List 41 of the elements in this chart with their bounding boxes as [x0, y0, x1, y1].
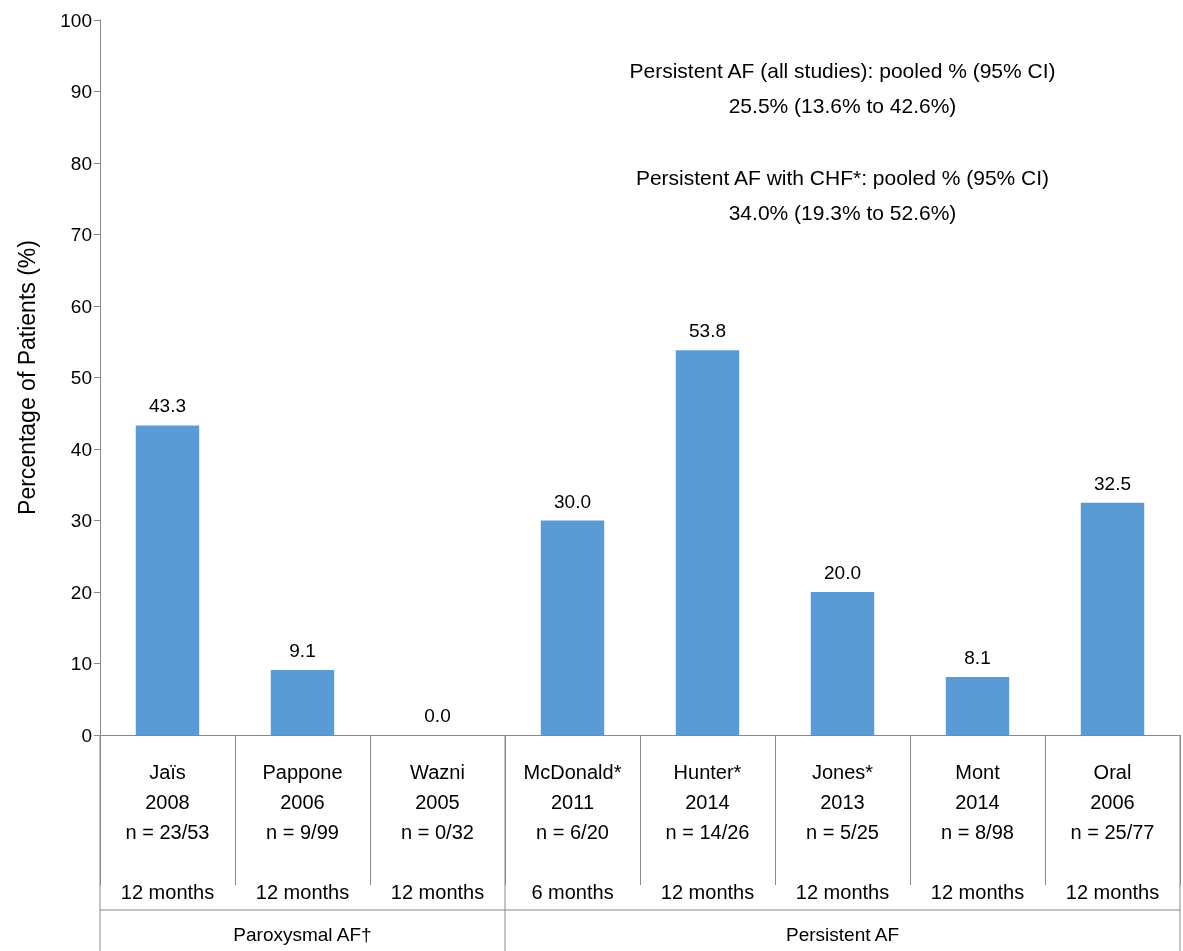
- annotation: Persistent AF with CHF*: pooled % (95% CI): [635, 166, 1050, 189]
- annotation: 25.5% (13.6% to 42.6%): [728, 94, 957, 117]
- annotation: Persistent AF (all studies): pooled % (95% CI): [629, 59, 1056, 82]
- y-tick-label: 90: [70, 81, 92, 102]
- y-tick-label: 20: [70, 581, 92, 603]
- y-tick-label: 50: [70, 367, 92, 388]
- y-tick-label: 30: [70, 510, 92, 531]
- text: Paroxysmal AF†: [233, 924, 372, 945]
- y-axis-title: Percentage of Patients (%): [13, 240, 40, 515]
- bar: [270, 669, 335, 735]
- category-label: Jaïs 2008 n = 23/53 12 months: [120, 761, 215, 903]
- data-label: 30.0: [554, 490, 591, 512]
- y-tick-label: 80: [70, 152, 92, 174]
- text: Persistent AF: [786, 924, 899, 945]
- category-label: Oral 2006 n = 25/77 12 months: [1065, 761, 1160, 903]
- y-tick-label: 0: [81, 724, 92, 746]
- y-tick-label: 70: [70, 224, 92, 245]
- data-label: 53.8: [689, 320, 726, 342]
- data-label: 9.1: [289, 639, 316, 661]
- y-tick-label: 40: [70, 438, 92, 460]
- data-label: 8.1: [964, 647, 991, 669]
- category-label: Jones* 2013 n = 5/25 12 months: [795, 761, 890, 903]
- category-label: Wazni 2005 n = 0/32 12 months: [390, 761, 485, 903]
- data-label: 32.5: [1094, 472, 1131, 494]
- bar: [675, 350, 740, 735]
- annotation: 34.0% (19.3% to 52.6%): [728, 201, 957, 224]
- bar: [1080, 502, 1145, 735]
- data-label: 20.0: [824, 562, 861, 583]
- bar: [540, 520, 605, 735]
- category-label: Mont 2014 n = 8/98 12 months: [930, 761, 1025, 903]
- category-label: McDonald* 2011 n = 6/20 6 months: [523, 761, 622, 903]
- y-tick-label: 10: [70, 653, 92, 674]
- category-label: Pappone 2006 n = 9/99 12 months: [255, 761, 350, 903]
- bar: [945, 677, 1010, 735]
- bar: [135, 425, 200, 735]
- data-label: 0.0: [424, 705, 451, 726]
- data-label: 43.3: [149, 395, 186, 417]
- y-tick-label: 100: [60, 9, 92, 31]
- y-tick-label: 60: [70, 295, 92, 317]
- category-label: Hunter* 2014 n = 14/26 12 months: [660, 761, 755, 903]
- bar: [810, 592, 875, 735]
